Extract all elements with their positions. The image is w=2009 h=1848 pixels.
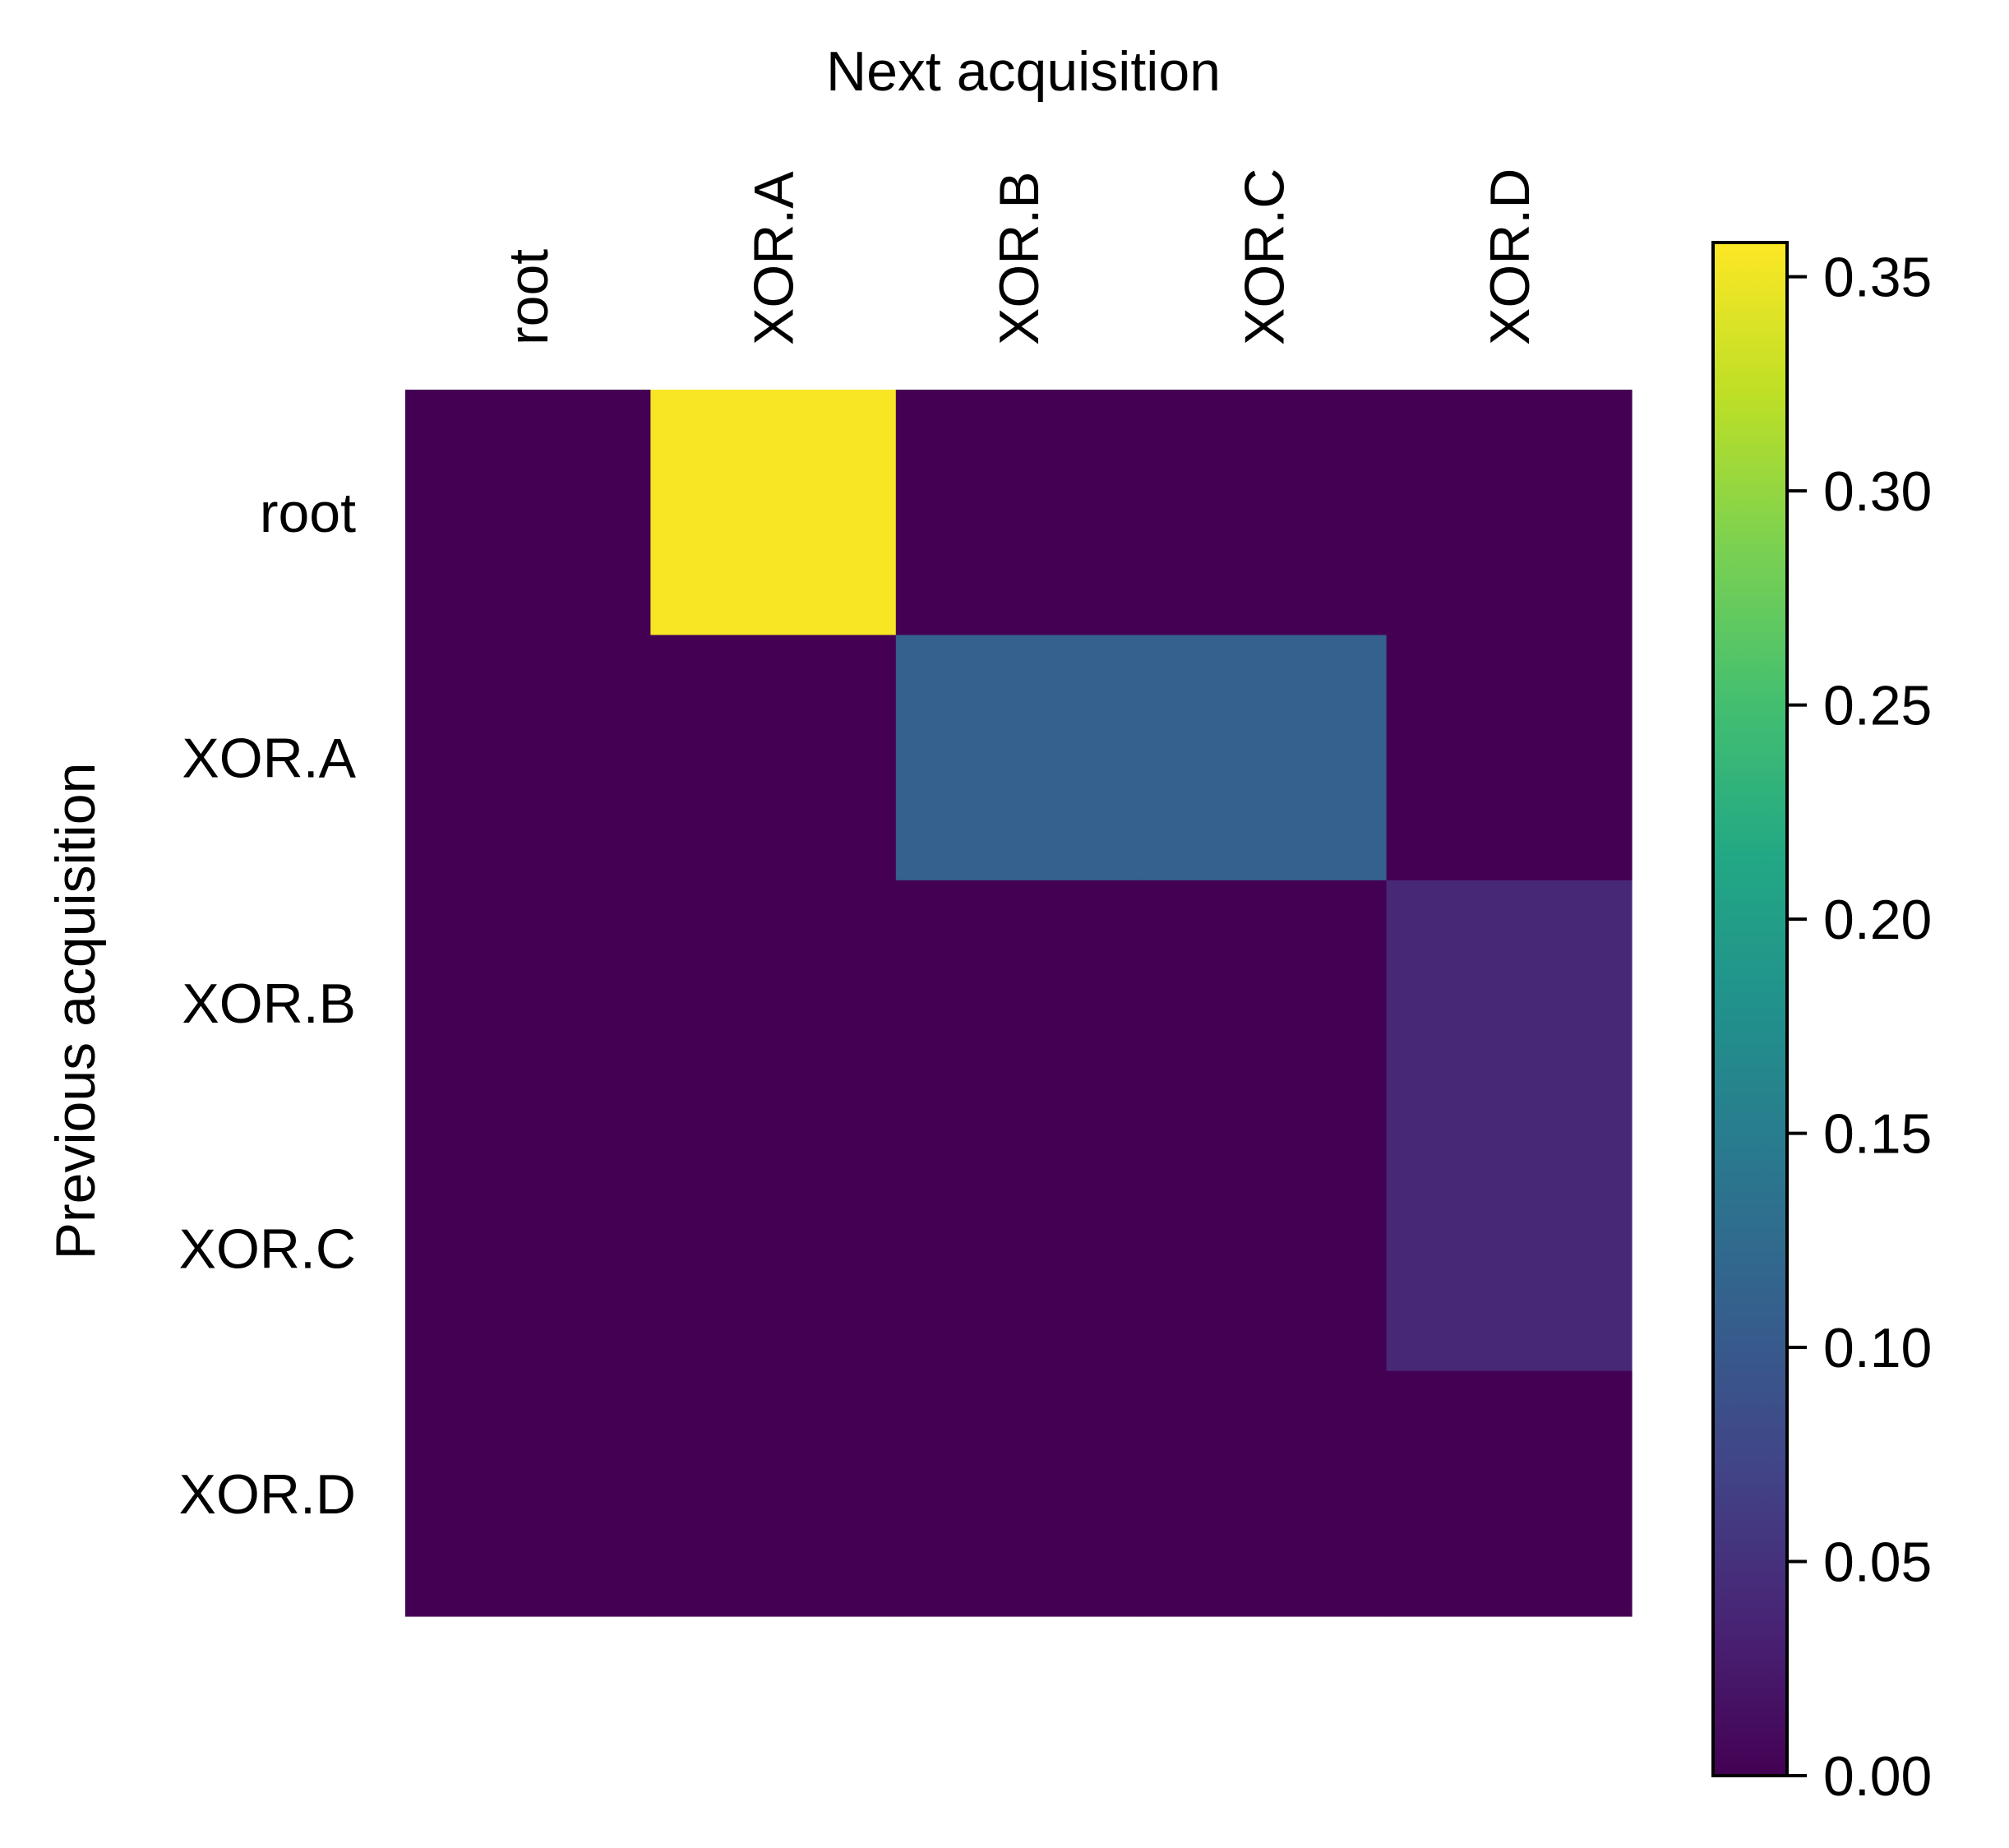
heatmap-cell bbox=[405, 1125, 651, 1372]
colorbar-tick-label: 0.30 bbox=[1823, 460, 1932, 523]
colorbar-tick-label: 0.00 bbox=[1823, 1745, 1932, 1808]
heatmap-cell bbox=[895, 390, 1142, 635]
heatmap-cell bbox=[1386, 1370, 1633, 1617]
heatmap-cell bbox=[1141, 635, 1388, 881]
y-tick-label: XOR.B bbox=[182, 973, 356, 1035]
colorbar-frame bbox=[1711, 241, 1789, 1777]
heatmap-cell bbox=[1386, 1125, 1633, 1372]
heatmap-cell bbox=[405, 880, 651, 1126]
heatmap-cell bbox=[650, 1125, 897, 1372]
colorbar: 0.00 0.05 0.10 0.15 0.20 0.25 0.30 0.35 bbox=[1711, 241, 1932, 1808]
y-tick-label: root bbox=[260, 482, 356, 544]
heatmap-cell bbox=[1141, 1125, 1388, 1372]
heatmap-cell bbox=[1386, 635, 1633, 881]
colorbar-tick-label: 0.10 bbox=[1823, 1317, 1932, 1379]
heatmap-cell bbox=[895, 1370, 1142, 1617]
y-tick-label: XOR.C bbox=[179, 1217, 356, 1280]
heatmap-cell bbox=[1386, 390, 1633, 635]
heatmap-cell bbox=[650, 635, 897, 881]
colorbar-tick-label: 0.05 bbox=[1823, 1532, 1932, 1594]
x-tick-label: root bbox=[497, 249, 560, 345]
x-tick-label: XOR.C bbox=[1233, 169, 1295, 345]
colorbar-tick-label: 0.25 bbox=[1823, 675, 1932, 737]
y-tick-label: XOR.A bbox=[182, 728, 356, 790]
heatmap-cells bbox=[405, 390, 1633, 1617]
x-tick-labels: root XOR.A XOR.B XOR.C XOR.D bbox=[497, 169, 1541, 345]
colorbar-tick-label: 0.20 bbox=[1823, 889, 1932, 951]
heatmap-cell bbox=[405, 1370, 651, 1617]
heatmap-cell bbox=[650, 390, 897, 635]
colorbar-ticks: 0.00 0.05 0.10 0.15 0.20 0.25 0.30 0.35 bbox=[1787, 247, 1932, 1808]
heatmap-cell bbox=[895, 880, 1142, 1126]
y-axis-label: Previous acquisition bbox=[44, 763, 107, 1260]
heatmap-cell bbox=[405, 635, 651, 881]
heatmap-cell bbox=[1386, 880, 1633, 1126]
heatmap-cell bbox=[405, 390, 651, 635]
heatmap-cell bbox=[650, 880, 897, 1126]
heatmap-cell bbox=[650, 1370, 897, 1617]
x-tick-label: XOR.D bbox=[1479, 169, 1541, 345]
x-tick-label: XOR.A bbox=[743, 171, 806, 345]
x-tick-label: XOR.B bbox=[988, 171, 1051, 345]
heatmap-cell bbox=[1141, 1370, 1388, 1617]
heatmap-cell bbox=[1141, 880, 1388, 1126]
y-tick-labels: root XOR.A XOR.B XOR.C XOR.D bbox=[179, 482, 357, 1526]
colorbar-tick-label: 0.15 bbox=[1823, 1103, 1932, 1166]
colorbar-gradient bbox=[1713, 243, 1787, 1776]
heatmap-cell bbox=[895, 1125, 1142, 1372]
colorbar-tick-label: 0.35 bbox=[1823, 247, 1932, 309]
heatmap-cell bbox=[895, 635, 1142, 881]
y-tick-label: XOR.D bbox=[179, 1463, 356, 1526]
heatmap-cell bbox=[1141, 390, 1388, 635]
x-axis-label: Next acquisition bbox=[826, 40, 1221, 103]
